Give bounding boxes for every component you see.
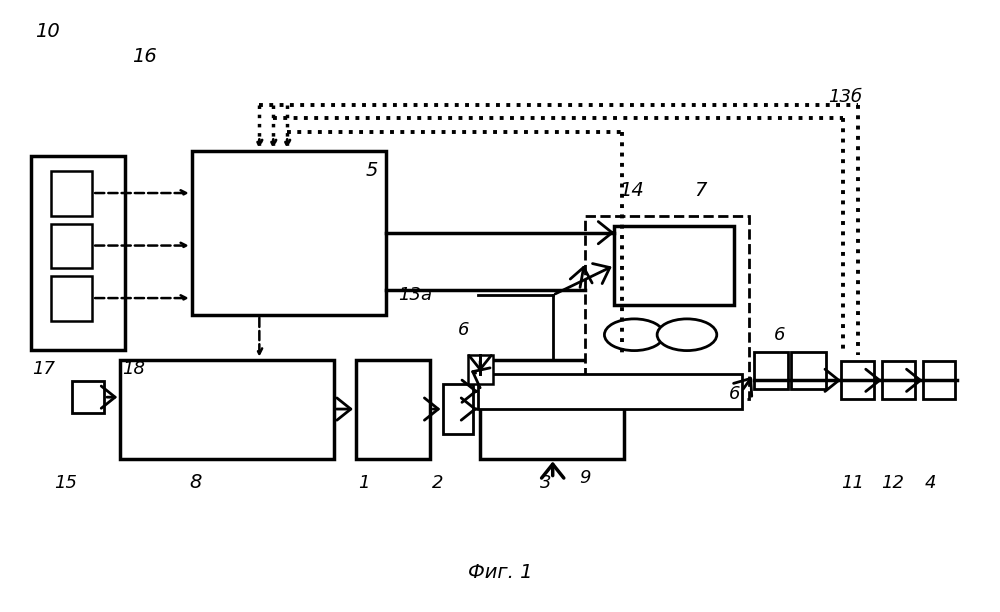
Bar — [478, 375, 742, 409]
Text: 17: 17 — [33, 360, 56, 378]
Bar — [754, 351, 788, 389]
Text: 2: 2 — [432, 474, 444, 492]
Ellipse shape — [604, 319, 664, 351]
Text: 14: 14 — [619, 181, 644, 200]
Bar — [72, 381, 104, 413]
Bar — [51, 224, 92, 268]
Text: 6: 6 — [773, 326, 785, 344]
Text: 15: 15 — [54, 474, 77, 492]
Text: 10: 10 — [35, 23, 59, 42]
Bar — [51, 171, 92, 216]
Text: 13a: 13a — [399, 286, 433, 304]
Bar — [614, 226, 734, 305]
Text: 6: 6 — [458, 321, 470, 338]
Ellipse shape — [657, 319, 717, 351]
Text: 6: 6 — [729, 385, 740, 403]
Text: 12: 12 — [881, 474, 904, 492]
Text: 4: 4 — [925, 474, 936, 492]
Text: 1: 1 — [358, 474, 369, 492]
Bar — [841, 362, 874, 399]
Text: 3: 3 — [540, 474, 551, 492]
Bar — [192, 151, 386, 315]
Text: 13б: 13б — [828, 88, 862, 106]
Bar — [51, 276, 92, 321]
Text: Фиг. 1: Фиг. 1 — [468, 563, 532, 582]
Bar — [468, 354, 493, 384]
Text: 5: 5 — [366, 161, 378, 180]
Bar — [356, 359, 430, 458]
Bar — [923, 362, 955, 399]
Bar — [791, 351, 826, 389]
Bar — [480, 359, 624, 458]
Bar — [120, 359, 334, 458]
Bar — [585, 216, 749, 399]
Text: 16: 16 — [132, 47, 157, 66]
Text: 8: 8 — [190, 473, 202, 492]
Text: 11: 11 — [841, 474, 864, 492]
Text: 7: 7 — [694, 181, 706, 200]
Text: 18: 18 — [122, 360, 145, 378]
Text: 9: 9 — [580, 469, 591, 487]
Bar — [31, 157, 125, 349]
Bar — [443, 384, 473, 434]
Bar — [882, 362, 915, 399]
